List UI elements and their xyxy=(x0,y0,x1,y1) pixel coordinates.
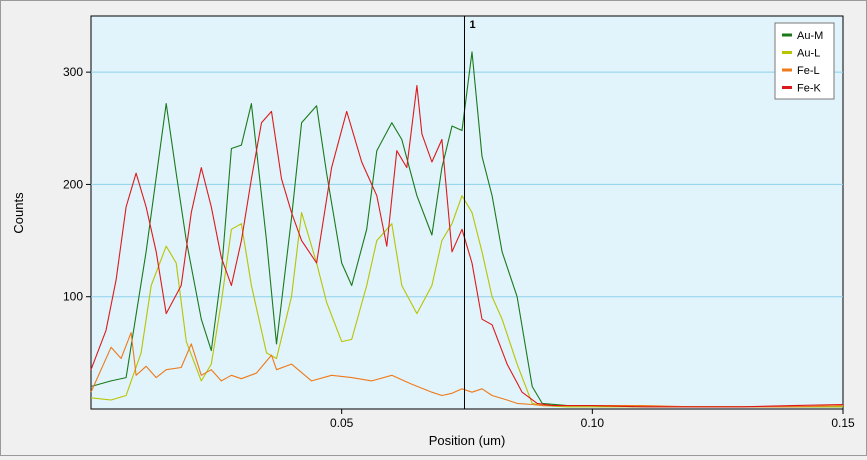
x-tick-label: 0.05 xyxy=(330,416,354,430)
legend-label: Fe-K xyxy=(797,83,822,95)
y-tick-label: 300 xyxy=(63,65,83,79)
plot-area xyxy=(90,15,844,410)
x-axis-label: Position (um) xyxy=(429,433,506,448)
marker-label: 1 xyxy=(469,19,475,31)
y-tick-label: 100 xyxy=(63,290,83,304)
x-tick-label: 0.15 xyxy=(831,416,855,430)
series-lines xyxy=(90,51,844,408)
x-axis-ticks: 0.05 0.10 0.15 xyxy=(330,409,855,430)
legend-label: Au-L xyxy=(797,48,820,60)
position-marker[interactable]: 1 xyxy=(463,16,476,409)
gridlines xyxy=(91,71,843,298)
series-line-au-m xyxy=(90,51,843,408)
y-tick-label: 200 xyxy=(63,177,83,191)
series-line-fe-k xyxy=(90,85,844,408)
legend-label: Au-M xyxy=(797,30,823,42)
legend: Au-M Au-L Fe-L Fe-K xyxy=(774,22,835,100)
legend-label: Fe-L xyxy=(797,65,820,77)
y-axis-ticks: 100 200 300 xyxy=(63,65,91,304)
x-tick-label: 0.10 xyxy=(581,416,605,430)
y-axis-label: Counts xyxy=(11,192,26,234)
series-line-fe-l xyxy=(90,332,844,408)
